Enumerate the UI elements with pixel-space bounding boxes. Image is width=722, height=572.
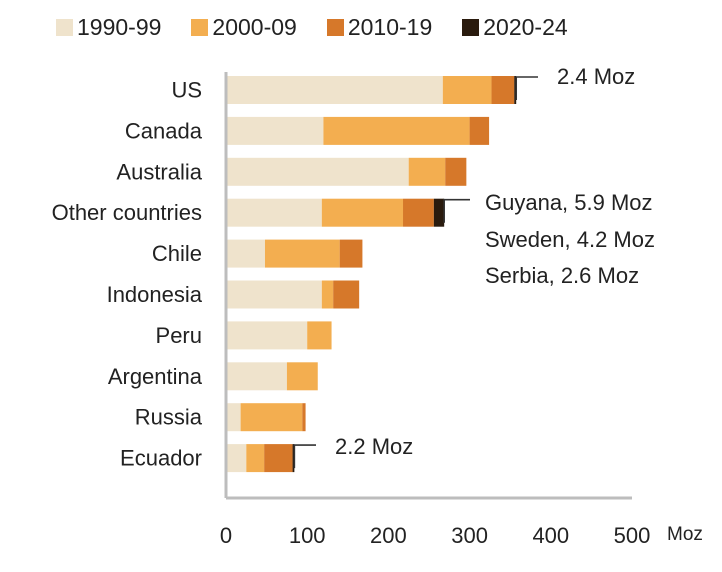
bar-ecuador-2010-19: [264, 444, 293, 473]
bar-argentina-2000-09: [286, 362, 318, 391]
category-label-chile: Chile: [152, 241, 202, 266]
bar-ecuador-1990-99: [226, 444, 247, 473]
legend-swatch-2020-24: [462, 19, 480, 36]
legend-item-1990-99: 1990-99: [56, 14, 161, 41]
annotation-us: 2.4 Moz: [557, 64, 636, 89]
annotation-ecuador: 2.2 Moz: [335, 434, 414, 459]
legend-label-2010-19: 2010-19: [347, 14, 433, 40]
bar-other-countries-2020-24: [433, 198, 445, 227]
bar-other-countries-2000-09: [321, 198, 404, 227]
category-label-ecuador: Ecuador: [120, 446, 202, 471]
annotation-other-countries-line-2: Sweden, 4.2 Moz: [485, 227, 655, 252]
category-label-australia: Australia: [116, 159, 202, 184]
bar-chile-2010-19: [339, 239, 363, 268]
x-tick-label-300: 300: [451, 523, 488, 548]
bar-us-2020-24: [514, 76, 517, 104]
category-label-canada: Canada: [125, 118, 203, 143]
bar-chile-1990-99: [226, 239, 265, 268]
bar-peru-1990-99: [226, 321, 308, 350]
bar-indonesia-1990-99: [226, 280, 322, 309]
annotation-other-countries-line-3: Serbia, 2.6 Moz: [485, 263, 640, 288]
category-label-us: US: [171, 78, 202, 103]
x-tick-label-200: 200: [370, 523, 407, 548]
bar-australia-2000-09: [408, 157, 446, 186]
legend-swatch-2000-09: [191, 19, 209, 36]
bar-other-countries-1990-99: [226, 198, 322, 227]
bar-peru-2000-09: [307, 321, 332, 350]
x-tick-label-100: 100: [289, 523, 326, 548]
bar-russia-2000-09: [240, 403, 303, 432]
bar-ecuador-2020-24: [292, 444, 295, 473]
bar-chile-2000-09: [264, 239, 340, 268]
x-tick-label-400: 400: [532, 523, 569, 548]
bar-us-2010-19: [491, 76, 515, 104]
x-tick-label-0: 0: [220, 523, 232, 548]
leader-line-us: [515, 76, 538, 100]
x-tick-label-500: 500: [614, 523, 651, 548]
leader-line-other-countries: [443, 198, 470, 223]
bar-australia-1990-99: [226, 157, 409, 186]
x-axis-unit: Moz: [667, 524, 703, 545]
legend-label-1990-99: 1990-99: [77, 14, 162, 40]
bar-ecuador-2000-09: [246, 444, 265, 473]
legend-label-2020-24: 2020-24: [483, 14, 568, 40]
bar-other-countries-2010-19: [403, 198, 434, 227]
leader-line-ecuador: [293, 444, 316, 469]
bar-canada-2010-19: [469, 116, 490, 145]
bar-russia-1990-99: [226, 403, 241, 432]
bar-canada-1990-99: [226, 116, 324, 145]
bar-us-2000-09: [442, 76, 492, 104]
legend-item-2010-19: 2010-19: [326, 14, 433, 41]
category-label-russia: Russia: [135, 405, 203, 430]
legend-label-2000-09: 2000-09: [212, 14, 297, 40]
bar-indonesia-2000-09: [321, 280, 334, 309]
legend-swatch-1990-99: [56, 19, 73, 36]
legend-item-2000-09: 2000-09: [191, 14, 297, 41]
category-label-peru: Peru: [156, 323, 202, 348]
bar-indonesia-2010-19: [333, 280, 360, 309]
bar-canada-2000-09: [323, 116, 470, 145]
bar-argentina-1990-99: [226, 362, 287, 391]
legend-swatch-2010-19: [326, 19, 344, 36]
chart-legend: 1990-99 2000-09 2010-19 2020-24: [56, 14, 568, 41]
bar-australia-2010-19: [445, 157, 467, 186]
category-label-argentina: Argentina: [108, 364, 203, 389]
bar-russia-2010-19: [302, 403, 306, 432]
bar-us-1990-99: [226, 76, 443, 104]
category-label-other-countries: Other countries: [52, 200, 202, 225]
annotation-other-countries-line-1: Guyana, 5.9 Moz: [485, 190, 653, 215]
category-label-indonesia: Indonesia: [107, 282, 203, 307]
legend-item-2020-24: 2020-24: [462, 14, 568, 41]
